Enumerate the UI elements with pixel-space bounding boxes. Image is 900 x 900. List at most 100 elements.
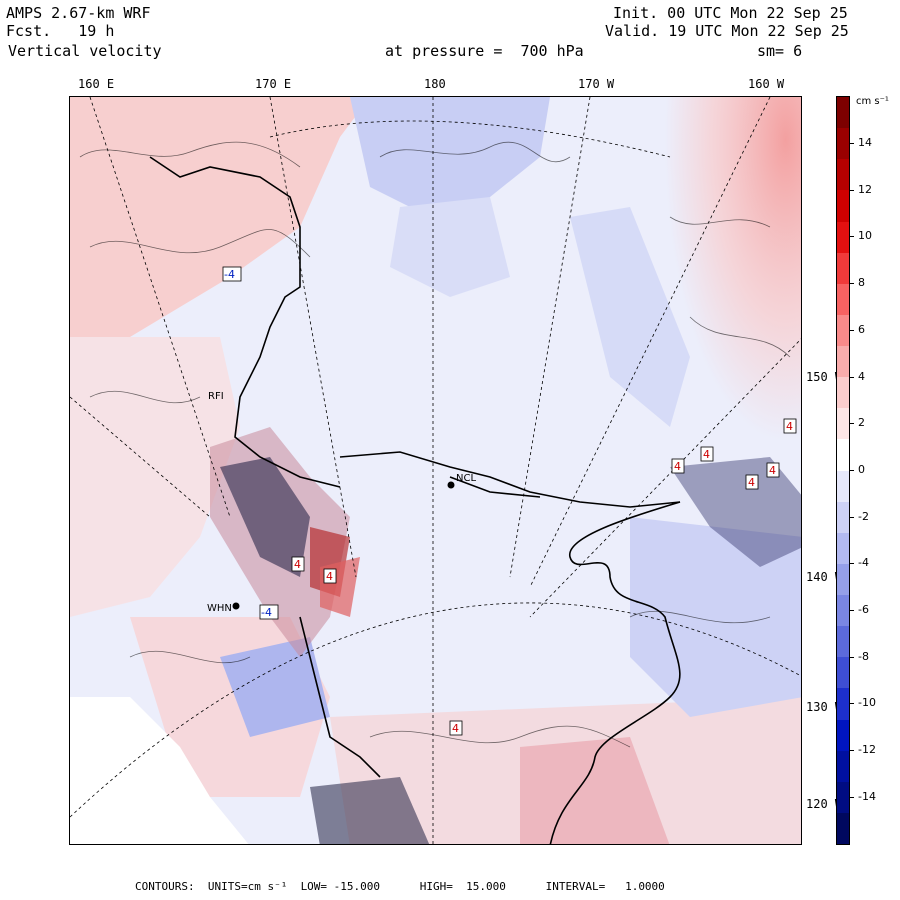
colorbar-tick-label: -6 [858, 603, 869, 616]
vertical-velocity-map[interactable]: NCL WHN RFI 4 4 4 4 4 [69, 96, 802, 845]
colorbar-tick [849, 610, 854, 611]
colorbar-segment [837, 128, 849, 160]
svg-text:4: 4 [703, 448, 710, 461]
colorbar-tick [849, 750, 854, 752]
warm-region-ne [630, 97, 801, 525]
no-data-region [70, 697, 210, 797]
map-canvas: NCL WHN RFI 4 4 4 4 4 [70, 97, 801, 844]
colorbar-tick [849, 656, 854, 658]
colorbar-tick-label: 2 [858, 416, 865, 430]
colorbar-tick-label: 14 [858, 136, 872, 149]
contour-label-3: 4 [671, 458, 685, 474]
contour-label-1: 4 [291, 556, 305, 572]
colorbar-tick [849, 423, 854, 425]
station-ncl[interactable]: NCL [447, 473, 477, 489]
graticule [70, 97, 801, 844]
no-data-region-2 [70, 797, 249, 844]
colorbar [836, 96, 850, 845]
colorbar-tick [849, 469, 854, 471]
colorbar-segment [837, 719, 849, 751]
colorbar-tick-label: 6 [858, 322, 865, 336]
colorbar-tick-label: 12 [858, 182, 872, 196]
svg-text:4: 4 [769, 464, 776, 477]
forecast-hour: Fcst. 19 h [6, 22, 115, 40]
cool-region-east [630, 517, 801, 717]
colorbar-segment [837, 563, 849, 595]
station-label-ncl: NCL [456, 473, 476, 484]
colorbar-segment [837, 781, 849, 813]
svg-text:4: 4 [326, 570, 333, 583]
colorbar-segment [837, 408, 849, 440]
lat-label-130w: 130 W [806, 700, 843, 714]
colorbar-tick [849, 516, 854, 518]
colorbar-tick-label: 0 [858, 462, 865, 476]
contour-label-5: 4 [783, 418, 797, 434]
svg-text:-4: -4 [224, 268, 235, 281]
smoothing-value: sm= 6 [757, 42, 803, 60]
valid-time: Valid. 19 UTC Mon 22 Sep 25 [605, 22, 849, 40]
colorbar-tick [849, 143, 854, 144]
colorbar-segment [837, 97, 849, 129]
cool-region-north-2 [390, 197, 510, 297]
contour-label-4: 4 [700, 446, 714, 462]
colorbar-tick-label: 10 [858, 229, 872, 243]
svg-text:4: 4 [452, 722, 459, 735]
svg-text:4: 4 [786, 420, 793, 433]
cool-region-north [350, 97, 550, 217]
colorbar-tick [849, 283, 854, 285]
colorbar-segment [837, 812, 849, 844]
cool-streaks-east [570, 207, 690, 427]
station-rfi[interactable]: RFI [208, 391, 224, 402]
colorbar-segment [837, 750, 849, 782]
colorbar-tick-label: -14 [858, 789, 876, 803]
colorbar-segment [837, 470, 849, 502]
cool-region-whn [220, 637, 330, 737]
colorbar-segment [837, 283, 849, 315]
lat-label-150w: 150 W [806, 370, 843, 384]
colorbar-segment [837, 595, 849, 627]
colorbar-tick [849, 796, 854, 798]
colorbar-tick-label: -8 [858, 649, 869, 663]
colorbar-tick-label: -12 [858, 743, 876, 757]
field-name: Vertical velocity [8, 42, 162, 60]
lat-label-140w: 140 W [806, 570, 843, 584]
colorbar-tick-label: -10 [858, 696, 876, 710]
pressure-level: at pressure = 700 hPa [385, 42, 584, 60]
colorbar-segment [837, 314, 849, 346]
lon-label-170e: 170 E [255, 77, 292, 91]
station-label-rfi: RFI [208, 391, 224, 402]
southern-warm-core [520, 737, 670, 844]
colorbar-tick [849, 236, 854, 238]
contour-label-2: 4 [323, 568, 337, 584]
mountain-core-1 [220, 457, 310, 577]
svg-text:4: 4 [674, 460, 681, 473]
colorbar-tick [849, 703, 854, 705]
lon-label-160e: 160 E [78, 77, 115, 91]
warm-region-nw [70, 97, 370, 337]
colorbar-tick-label: 8 [858, 276, 865, 290]
station-whn[interactable]: WHN [207, 602, 240, 615]
contour-label-8: 4 [449, 720, 463, 736]
colorbar-segment [837, 626, 849, 658]
colorbar-tick [849, 189, 854, 191]
contour-label-7: 4 [766, 462, 780, 478]
svg-text:-4: -4 [261, 606, 272, 619]
colorbar-tick-label: 4 [858, 369, 865, 383]
colorbar-segment [837, 159, 849, 191]
lat-label-120w: 120 W [806, 797, 843, 811]
colorbar-segment [837, 252, 849, 284]
init-time: Init. 00 UTC Mon 22 Sep 25 [613, 4, 848, 22]
colorbar-tick-label: -4 [858, 556, 869, 570]
colorbar-segment [837, 532, 849, 564]
lon-label-180: 180 [424, 77, 446, 91]
colorbar-segment [837, 190, 849, 222]
colorbar-tick [849, 329, 854, 331]
lon-label-160w: 160 W [748, 77, 785, 91]
colorbar-segment [837, 688, 849, 720]
contour-lines [79, 141, 791, 748]
colorbar-segment [837, 439, 849, 471]
colorbar-segment [837, 377, 849, 409]
coastline [149, 156, 681, 844]
colorbar-segment [837, 346, 849, 378]
marie-byrd-core [670, 457, 801, 567]
